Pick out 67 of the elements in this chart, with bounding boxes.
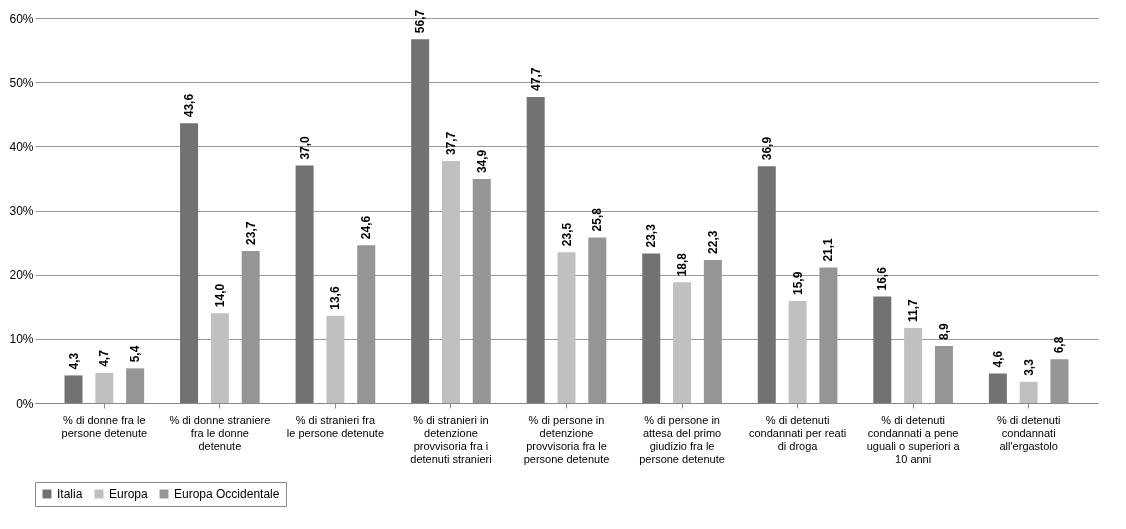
data-label: 11,7: [906, 298, 921, 322]
bar: [95, 372, 114, 403]
bar: [411, 39, 430, 403]
bar: [126, 368, 145, 403]
data-label: 4,6: [990, 350, 1005, 368]
bar: [1050, 359, 1069, 403]
data-label: 36,9: [759, 136, 774, 161]
y-tick-label: 0%: [16, 396, 34, 411]
x-tick-label: % di stranieri in detenzione provvisoria fra i detenuti stranieri: [410, 413, 492, 465]
data-label: 15,9: [790, 271, 805, 295]
data-label: 56,7: [413, 9, 428, 34]
data-label: 23,5: [559, 222, 574, 247]
y-tick-label: 10%: [9, 332, 34, 347]
data-label: 8,9: [936, 322, 951, 340]
bar: [441, 161, 460, 403]
bar: [180, 123, 199, 403]
bar: [757, 166, 776, 403]
x-tick-label: % di donne fra le persone detenute: [61, 413, 148, 439]
data-label: 5,4: [128, 345, 143, 363]
data-label: 37,7: [443, 131, 458, 156]
bar: [526, 96, 545, 403]
data-label: 34,9: [474, 149, 489, 174]
data-label: 25,8: [590, 207, 605, 232]
data-label: 22,3: [705, 230, 720, 254]
data-label: 4,3: [66, 352, 81, 370]
bar: [64, 375, 83, 403]
data-label: 4,7: [97, 349, 112, 367]
data-label: 6,8: [1052, 336, 1067, 354]
y-tick-label: 30%: [9, 204, 34, 218]
y-tick-label: 20%: [9, 268, 34, 283]
data-label: 23,7: [243, 221, 258, 245]
data-label: 43,6: [182, 93, 197, 118]
data-label: 3,3: [1021, 358, 1036, 376]
bar: [934, 345, 953, 403]
bar: [557, 252, 576, 403]
x-tick-label: % di detenuti condannati per reati di droga: [748, 413, 847, 452]
bar: [1019, 381, 1038, 403]
data-label: 37,0: [297, 135, 312, 160]
bar: [642, 253, 661, 403]
bar: [988, 373, 1007, 403]
bar: [788, 300, 807, 403]
y-tick-label: 60%: [9, 11, 34, 26]
x-tick-label: % di detenuti condannati a pene uguali o superiori a 10 anni: [866, 413, 961, 465]
bar: [904, 327, 923, 403]
bar: [295, 165, 314, 403]
legend-label: Italia: [57, 487, 83, 501]
legend-label: Europa: [109, 487, 149, 501]
bar: [326, 315, 345, 403]
x-tick-label: % di persone in detenzione provvisoria fra le persone detenute: [523, 413, 610, 465]
y-tick-label: 50%: [9, 75, 34, 90]
x-tick-label: % di persone in attesa del primo giudizio fra le persone detenute: [639, 413, 725, 465]
data-label: 47,7: [528, 67, 543, 91]
legend-label: Europa Occidentale: [174, 487, 280, 501]
x-tick-label: % di stranieri fra le persone detenute: [286, 413, 385, 439]
data-label: 24,6: [359, 215, 374, 240]
data-label: 14,0: [212, 283, 227, 308]
data-label: 21,1: [821, 237, 836, 262]
data-label: 23,3: [644, 223, 659, 248]
data-label: 18,8: [675, 252, 690, 277]
data-label: 16,6: [875, 266, 890, 291]
bar: [873, 296, 892, 403]
x-tick-label: % di donne straniere fra le donne detenute: [169, 413, 271, 452]
bar: [673, 282, 692, 403]
x-tick-label: % di detenuti condannati all'ergastolo: [996, 413, 1061, 452]
bar: [210, 313, 229, 403]
data-label: 13,6: [328, 286, 343, 310]
y-tick-label: 40%: [9, 139, 34, 154]
